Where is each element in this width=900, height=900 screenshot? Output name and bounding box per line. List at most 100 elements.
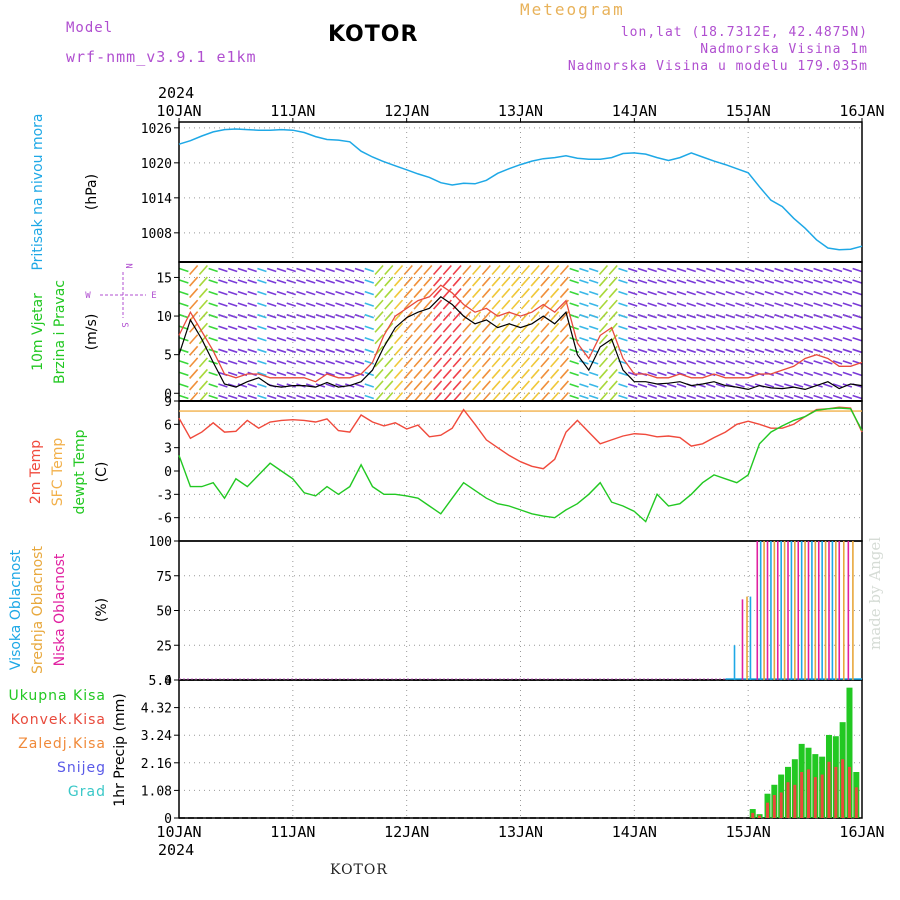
y-tick-label: 15 bbox=[156, 271, 172, 286]
wind-barb bbox=[657, 348, 667, 354]
wind-barb bbox=[335, 325, 345, 330]
wind-barb bbox=[511, 264, 521, 276]
wind-barb bbox=[384, 276, 394, 287]
wind-barb bbox=[608, 380, 618, 391]
wind-barb bbox=[550, 264, 560, 276]
compass-east: E bbox=[151, 291, 156, 301]
wind-barb bbox=[686, 267, 697, 273]
wind-barb bbox=[540, 264, 550, 276]
wind-barb bbox=[384, 311, 394, 322]
wind-barb bbox=[735, 360, 745, 365]
y-tick-label: 6 bbox=[164, 418, 172, 433]
wind-barb bbox=[305, 371, 316, 377]
wind-barb bbox=[179, 290, 189, 296]
wind-barb bbox=[335, 371, 345, 377]
wind-barb bbox=[393, 368, 404, 379]
wind-barb bbox=[511, 276, 521, 287]
wind-barb bbox=[354, 337, 365, 342]
wind-barb bbox=[666, 302, 677, 307]
wind-barb bbox=[706, 383, 716, 388]
wind-barb bbox=[305, 313, 316, 319]
wind-barb bbox=[725, 313, 736, 319]
wind-barb bbox=[725, 302, 736, 307]
wind-barb bbox=[452, 357, 462, 368]
wind-barb bbox=[852, 290, 862, 296]
wind-barb bbox=[627, 337, 638, 342]
wind-barb bbox=[676, 360, 687, 365]
wind-barb bbox=[198, 276, 208, 287]
wind-barb bbox=[442, 380, 452, 391]
wind-barb bbox=[579, 302, 589, 307]
wind-barb bbox=[413, 334, 423, 345]
wind-barb bbox=[735, 394, 745, 400]
wind-barb bbox=[257, 394, 267, 400]
wind-barb bbox=[559, 334, 570, 345]
wind-barb bbox=[286, 279, 296, 284]
wind-barb bbox=[432, 311, 443, 322]
wind-barb bbox=[579, 394, 589, 400]
wind-barb bbox=[266, 394, 277, 400]
wind-barb bbox=[344, 279, 355, 284]
wind-barb bbox=[315, 337, 326, 342]
wind-barb bbox=[452, 322, 462, 333]
wind-barb bbox=[305, 325, 316, 330]
wind-barb bbox=[501, 299, 511, 310]
wind-barb bbox=[364, 302, 375, 307]
precip-convective-bar bbox=[806, 769, 810, 818]
wind-barb bbox=[823, 337, 833, 342]
wind-barb bbox=[276, 337, 287, 342]
pressure-axis-title: Pritisak na nivou mora bbox=[30, 113, 46, 270]
wind-barb bbox=[179, 383, 189, 388]
wind-barb bbox=[325, 371, 335, 377]
wind-barb bbox=[189, 357, 199, 368]
wind-barb bbox=[774, 302, 784, 307]
wind-barb bbox=[754, 348, 765, 354]
wind-barb bbox=[471, 357, 482, 368]
wind-barb bbox=[666, 267, 677, 273]
wind-barb bbox=[637, 290, 648, 296]
wind-barb bbox=[462, 380, 472, 391]
wind-barb bbox=[354, 348, 365, 354]
wind-barb bbox=[325, 313, 335, 319]
wind-barb bbox=[569, 383, 579, 388]
wind-barb bbox=[296, 302, 306, 307]
wind-barb bbox=[442, 357, 452, 368]
wind-barb bbox=[793, 302, 804, 307]
wind-barb bbox=[491, 345, 501, 356]
wind-barb bbox=[423, 322, 433, 333]
wind-barb bbox=[257, 325, 267, 330]
wind-barb bbox=[413, 264, 423, 276]
wind-barb bbox=[569, 290, 579, 296]
precip-axis-title: 1hr Precip (mm) bbox=[112, 693, 128, 806]
precip-convective-bar bbox=[827, 761, 831, 818]
wind-barb bbox=[715, 360, 726, 365]
wind-barb bbox=[686, 394, 697, 400]
wind-barb bbox=[550, 299, 560, 310]
wind-barb bbox=[247, 394, 257, 400]
wind-barb bbox=[559, 288, 570, 299]
wind-barb bbox=[793, 325, 804, 330]
wind-barb bbox=[579, 313, 589, 319]
wind-barb bbox=[520, 380, 530, 391]
wind-barb bbox=[735, 383, 745, 388]
year-label-bottom: 2024 bbox=[158, 841, 194, 859]
wind-barb bbox=[647, 348, 657, 354]
wind-barb bbox=[832, 325, 843, 330]
wind-barb bbox=[227, 325, 238, 330]
wind-barb bbox=[452, 380, 462, 391]
wind-barb bbox=[257, 267, 267, 273]
wind-barb bbox=[686, 371, 697, 377]
wind-barb bbox=[491, 264, 501, 276]
wind-barb bbox=[784, 337, 794, 342]
wind-barb bbox=[286, 290, 296, 296]
wind-barb bbox=[432, 264, 443, 276]
wind-barb bbox=[393, 264, 404, 276]
wind-barb bbox=[686, 290, 697, 296]
wind-barb bbox=[627, 279, 638, 284]
wind-barb bbox=[266, 302, 277, 307]
wind-barb bbox=[413, 311, 423, 322]
x-tick-label-top: 14JAN bbox=[612, 102, 657, 120]
wind-barb bbox=[823, 302, 833, 307]
x-tick-label-top: 16JAN bbox=[839, 102, 884, 120]
precip-legend-label: Ukupna Kisa bbox=[8, 688, 106, 704]
